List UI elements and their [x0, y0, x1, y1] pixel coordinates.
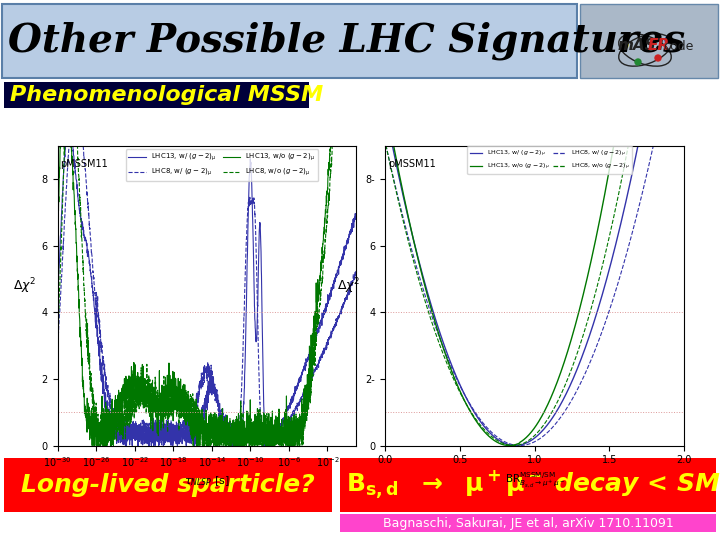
Circle shape [622, 42, 628, 48]
LHC8, w/o $(g-2)_\mu$ [60, 143, 69, 149]
LHC8, w/ $(g-2)_\mu$ [191, 412, 199, 418]
LHC8, w/o $(g-2)_\mu$ [68, 143, 77, 149]
LHC13, w/ $(g-2)_\mu$ [343, 235, 352, 241]
LHC8, w/o $(g-2)_\mu$ [289, 429, 297, 436]
LHC13, w/ $(g-2)_\mu$ [121, 442, 130, 449]
Circle shape [655, 55, 661, 61]
FancyBboxPatch shape [4, 458, 332, 512]
FancyBboxPatch shape [340, 458, 716, 512]
LHC13, w/ $(g-2)_\mu$ [68, 146, 77, 153]
Text: Bagnaschi, Sakurai, JE et al, arXiv 1710.11091: Bagnaschi, Sakurai, JE et al, arXiv 1710… [382, 516, 673, 530]
LHC13, w/ $(g-2)_\mu$ [352, 211, 361, 217]
LHC8, w/ $(g-2)_\mu$ [228, 442, 236, 449]
LHC13, w/o $(g-2)_\mu$ [53, 238, 62, 244]
LHC8, w/o $(g-2)_\mu$ [199, 437, 207, 444]
Circle shape [635, 59, 641, 65]
LHC8, w/ $(g-2)_\mu$ [343, 289, 352, 295]
LHC8, w/ $(g-2)_\mu$ [199, 372, 207, 379]
LHC13, w/o $(g-2)_\mu$ [68, 168, 77, 174]
Line: LHC13, w/o $(g-2)_\mu$: LHC13, w/o $(g-2)_\mu$ [58, 146, 356, 446]
Line: LHC8, w/o $(g-2)_\mu$: LHC8, w/o $(g-2)_\mu$ [58, 146, 356, 446]
LHC13, w/ $(g-2)_\mu$ [343, 237, 352, 243]
FancyBboxPatch shape [580, 4, 718, 78]
LHC13, w/ $(g-2)_\mu$ [61, 143, 70, 149]
LHC8, w/ $(g-2)_\mu$ [289, 409, 297, 415]
LHC8, w/o $(g-2)_\mu$ [53, 338, 62, 344]
FancyBboxPatch shape [340, 514, 716, 532]
LHC8, w/ $(g-2)_\mu$ [65, 143, 73, 149]
LHC8, w/ $(g-2)_\mu$ [68, 143, 77, 149]
LHC13, w/o $(g-2)_\mu$ [88, 442, 96, 449]
LHC13, w/o $(g-2)_\mu$ [199, 427, 207, 433]
Text: pMSSM11: pMSSM11 [60, 159, 108, 169]
Y-axis label: $\Delta\chi^2$: $\Delta\chi^2$ [338, 276, 361, 296]
LHC8, w/ $(g-2)_\mu$ [53, 339, 62, 345]
FancyBboxPatch shape [4, 82, 309, 108]
Text: code: code [663, 39, 693, 52]
LHC8, w/o $(g-2)_\mu$ [191, 409, 199, 415]
X-axis label: $\mathrm{BR}_{B_{s,d}\to\mu^+\mu^-}^{\mathrm{MSSM/SM}}$: $\mathrm{BR}_{B_{s,d}\to\mu^+\mu^-}^{\ma… [505, 471, 564, 490]
LHC8, w/o $(g-2)_\mu$ [352, 143, 361, 149]
Text: Other Possible LHC Signatures: Other Possible LHC Signatures [8, 22, 685, 60]
LHC13, w/o $(g-2)_\mu$ [343, 143, 352, 149]
Legend: LHC13, w/ $(g-2)_\mu$, LHC8, w/ $(g-2)_\mu$, LHC13, w/o $(g-2)_\mu$, LHC8, w/o $: LHC13, w/ $(g-2)_\mu$, LHC8, w/ $(g-2)_\… [126, 149, 318, 181]
LHC13, w/o $(g-2)_\mu$ [343, 143, 352, 149]
Text: ER: ER [648, 38, 670, 53]
Line: LHC8, w/ $(g-2)_\mu$: LHC8, w/ $(g-2)_\mu$ [58, 146, 356, 446]
Circle shape [665, 37, 671, 43]
Text: mAST: mAST [618, 38, 667, 53]
LHC8, w/ $(g-2)_\mu$ [352, 266, 361, 273]
Text: $\mathbf{B_{s,d}}$  $\mathbf{\rightarrow}$  $\mathbf{\mu^+\mu^-}$ decay < SM?: $\mathbf{B_{s,d}}$ $\mathbf{\rightarrow}… [346, 469, 720, 501]
LHC8, w/o $(g-2)_\mu$ [343, 143, 352, 149]
LHC8, w/o $(g-2)_\mu$ [343, 143, 352, 149]
LHC13, w/o $(g-2)_\mu$ [191, 430, 199, 436]
LHC13, w/o $(g-2)_\mu$ [289, 429, 297, 436]
LHC13, w/ $(g-2)_\mu$ [191, 429, 199, 436]
LHC13, w/ $(g-2)_\mu$ [53, 298, 62, 305]
Y-axis label: $\Delta\chi^2$: $\Delta\chi^2$ [14, 276, 37, 296]
LHC13, w/o $(g-2)_\mu$ [352, 143, 361, 149]
Line: LHC13, w/ $(g-2)_\mu$: LHC13, w/ $(g-2)_\mu$ [58, 146, 356, 446]
LHC8, w/ $(g-2)_\mu$ [343, 288, 352, 294]
LHC13, w/o $(g-2)_\mu$ [56, 143, 65, 149]
LHC13, w/ $(g-2)_\mu$ [199, 416, 207, 422]
Text: Long-lived sparticle?: Long-lived sparticle? [21, 473, 315, 497]
LHC8, w/o $(g-2)_\mu$ [95, 442, 104, 449]
LHC13, w/ $(g-2)_\mu$ [289, 395, 297, 402]
Legend: LHC13, w/ $(g-2)_\mu$, LHC13, w/o $(g-2)_\mu$, LHC8, w/ $(g-2)_\mu$, LHC8, w/o $: LHC13, w/ $(g-2)_\mu$, LHC13, w/o $(g-2)… [467, 146, 631, 174]
X-axis label: $\tau_{NLSP}\ [\mathrm{s}]$: $\tau_{NLSP}\ [\mathrm{s}]$ [184, 475, 230, 488]
Text: Phenomenological MSSM: Phenomenological MSSM [10, 85, 323, 105]
FancyBboxPatch shape [2, 4, 577, 78]
Text: pMSSM11: pMSSM11 [388, 159, 436, 169]
